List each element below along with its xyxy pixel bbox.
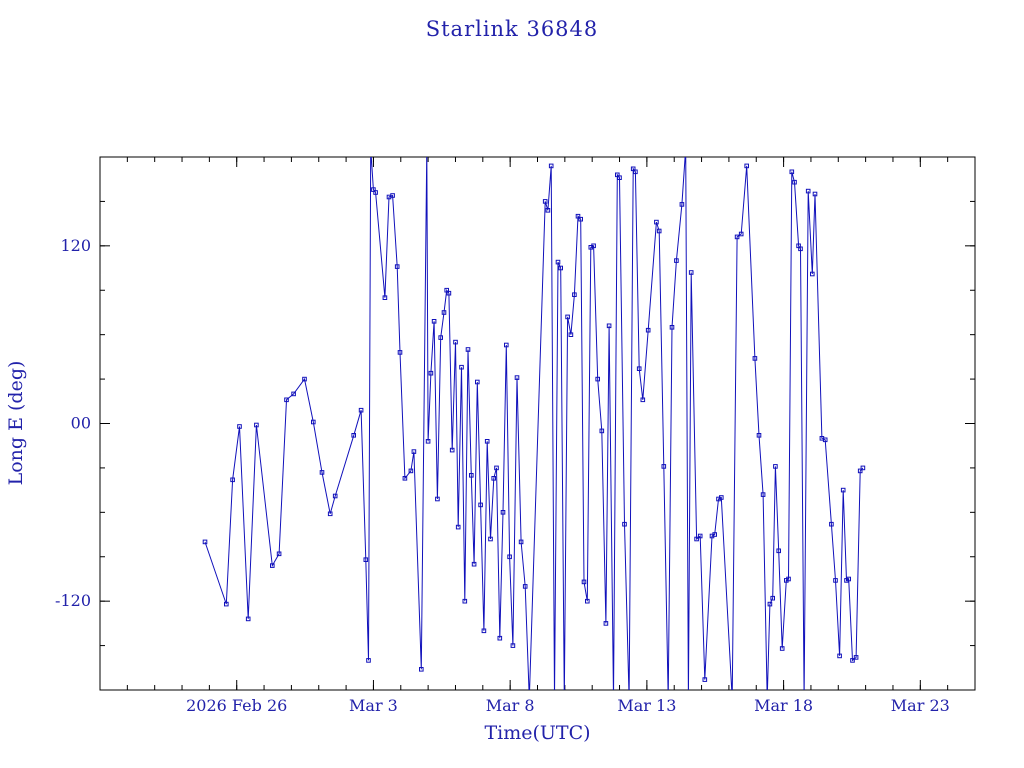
y-tick-label: 120 xyxy=(60,236,91,255)
x-tick-label: 2026 Feb 26 xyxy=(186,696,287,715)
x-axis-ticks xyxy=(99,157,976,690)
x-tick-label: Mar 3 xyxy=(349,696,398,715)
chart-title: Starlink 36848 xyxy=(425,17,599,41)
plot-frame xyxy=(99,156,976,691)
y-tick-label: -120 xyxy=(55,591,91,610)
x-tick-label: Mar 23 xyxy=(891,696,950,715)
y-tick-label: 00 xyxy=(71,414,91,433)
x-tick-label: Mar 18 xyxy=(754,696,813,715)
axis-tick-labels: 2026 Feb 26 Mar 3 Mar 8 Mar 13 Mar 18 Mar 23 1… xyxy=(55,236,950,715)
data-series-line xyxy=(204,157,864,690)
x-axis-title: Time(UTC) xyxy=(484,722,591,744)
data-series-markers xyxy=(202,163,866,682)
y-axis-ticks xyxy=(100,200,975,647)
data-series xyxy=(202,157,866,690)
x-tick-label: Mar 13 xyxy=(617,696,676,715)
x-tick-label: Mar 8 xyxy=(486,696,535,715)
